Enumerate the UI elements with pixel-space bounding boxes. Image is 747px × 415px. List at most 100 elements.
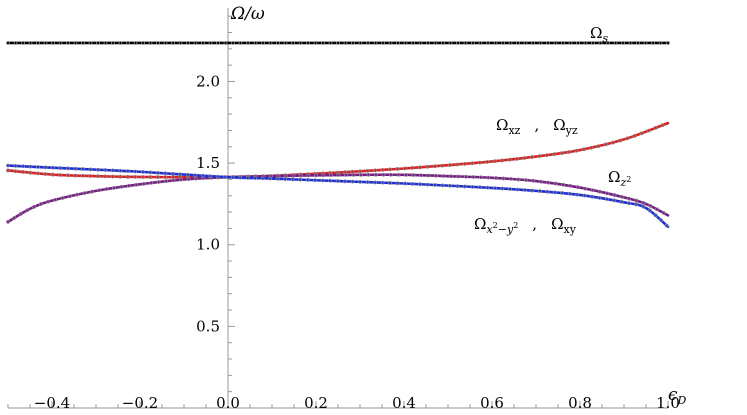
series-point-1 xyxy=(462,161,467,166)
series-point-0 xyxy=(426,41,430,45)
series-point-2 xyxy=(381,172,386,177)
series-point-1 xyxy=(574,148,579,153)
series-point-1 xyxy=(380,167,385,172)
label-omega-s-sub: s xyxy=(602,32,608,45)
series-point-0 xyxy=(238,41,243,45)
label-omega-z2: Ωz2 xyxy=(608,168,631,189)
series-point-0 xyxy=(628,41,633,45)
series-point-3 xyxy=(51,165,55,170)
series-point-3 xyxy=(148,170,153,175)
series-point-3 xyxy=(463,184,467,189)
x-tick-label: −0.4 xyxy=(34,394,70,412)
series-point-2 xyxy=(89,189,94,194)
series-point-0 xyxy=(516,41,520,45)
series-point-3 xyxy=(388,181,392,185)
series-point-3 xyxy=(567,191,572,196)
series-point-3 xyxy=(170,171,175,176)
series-point-0 xyxy=(156,41,160,45)
series-point-2 xyxy=(538,179,543,184)
series-point-1 xyxy=(35,171,40,176)
series-point-0 xyxy=(433,41,438,45)
series-point-3 xyxy=(245,175,250,180)
series-point-1 xyxy=(507,157,512,162)
y-tick-label: 2.0 xyxy=(196,72,220,90)
label-omega-xy-sub: xy xyxy=(564,223,577,236)
series-point-3 xyxy=(515,187,520,192)
series-point-1 xyxy=(611,140,616,145)
series-point-0 xyxy=(583,41,588,45)
label-omega-x2y2-xy: Ωx2−y2, Ωxy xyxy=(474,215,577,236)
series-point-0 xyxy=(351,41,355,45)
series-point-0 xyxy=(21,41,25,45)
series-point-1 xyxy=(515,156,520,161)
series-point-3 xyxy=(664,223,669,228)
series-point-0 xyxy=(358,41,363,45)
series-point-0 xyxy=(193,41,198,45)
series-point-1 xyxy=(65,173,70,178)
series-point-2 xyxy=(426,173,431,178)
series-point-0 xyxy=(471,41,475,45)
series-point-0 xyxy=(388,41,393,45)
label-omega-yz-base: Ω xyxy=(553,116,565,134)
series-point-1 xyxy=(410,165,415,170)
label-omega-x2y2-sub-x: x xyxy=(486,223,493,236)
series-point-3 xyxy=(560,191,565,195)
series-point-3 xyxy=(275,176,280,181)
label-omega-z2-base: Ω xyxy=(608,168,620,186)
series-point-3 xyxy=(230,175,235,180)
series-point-3 xyxy=(604,197,609,202)
series-point-3 xyxy=(395,181,400,186)
series-point-0 xyxy=(448,41,453,45)
series-point-2 xyxy=(449,174,453,179)
series-point-1 xyxy=(50,172,55,177)
series-point-1 xyxy=(80,173,85,178)
series-point-2 xyxy=(336,173,341,177)
series-point-0 xyxy=(231,41,235,45)
series-point-2 xyxy=(479,175,483,180)
series-point-2 xyxy=(351,172,356,177)
series-point-0 xyxy=(381,41,385,45)
series-point-0 xyxy=(171,41,175,45)
series-point-2 xyxy=(434,173,438,178)
series-point-0 xyxy=(636,41,640,45)
series-point-2 xyxy=(634,198,639,203)
series-point-3 xyxy=(140,170,145,174)
series-point-1 xyxy=(589,145,594,150)
series-point-1 xyxy=(365,168,370,173)
series-point-0 xyxy=(666,41,670,45)
series-point-3 xyxy=(478,185,482,190)
series-point-3 xyxy=(343,179,348,184)
series-point-2 xyxy=(329,173,333,178)
series-point-1 xyxy=(552,152,557,157)
series-point-3 xyxy=(238,175,243,180)
series-point-1 xyxy=(639,131,644,136)
series-point-3 xyxy=(659,218,664,223)
label-omega-yz-sub: yz xyxy=(565,124,578,137)
series-point-2 xyxy=(82,191,87,196)
series-point-0 xyxy=(546,41,550,45)
series-point-3 xyxy=(81,167,85,171)
series-point-0 xyxy=(148,41,153,45)
series-point-0 xyxy=(103,41,108,45)
series-point-3 xyxy=(500,186,505,191)
series-point-3 xyxy=(582,193,587,198)
series-point-1 xyxy=(58,173,63,177)
series-point-0 xyxy=(321,41,325,45)
series-point-2 xyxy=(486,175,491,180)
label-omega-z2-sub: z xyxy=(619,176,626,189)
label-omega-xz-sub: xz xyxy=(508,124,520,137)
series-point-3 xyxy=(612,198,617,203)
series-point-3 xyxy=(575,192,580,197)
x-tick-label: −0.2 xyxy=(122,394,158,412)
x-axis-title-sub: D xyxy=(677,394,687,407)
x-axis-title-base: ϵ xyxy=(668,385,678,405)
series-point-3 xyxy=(290,177,295,182)
label-omega-s-base: Ω xyxy=(590,24,602,42)
series-point-3 xyxy=(545,189,550,194)
series-point-2 xyxy=(419,173,423,178)
series-point-3 xyxy=(193,173,198,178)
series-point-1 xyxy=(582,147,586,152)
series-point-2 xyxy=(641,200,646,205)
series-point-2 xyxy=(6,219,10,224)
series-point-2 xyxy=(366,172,371,177)
